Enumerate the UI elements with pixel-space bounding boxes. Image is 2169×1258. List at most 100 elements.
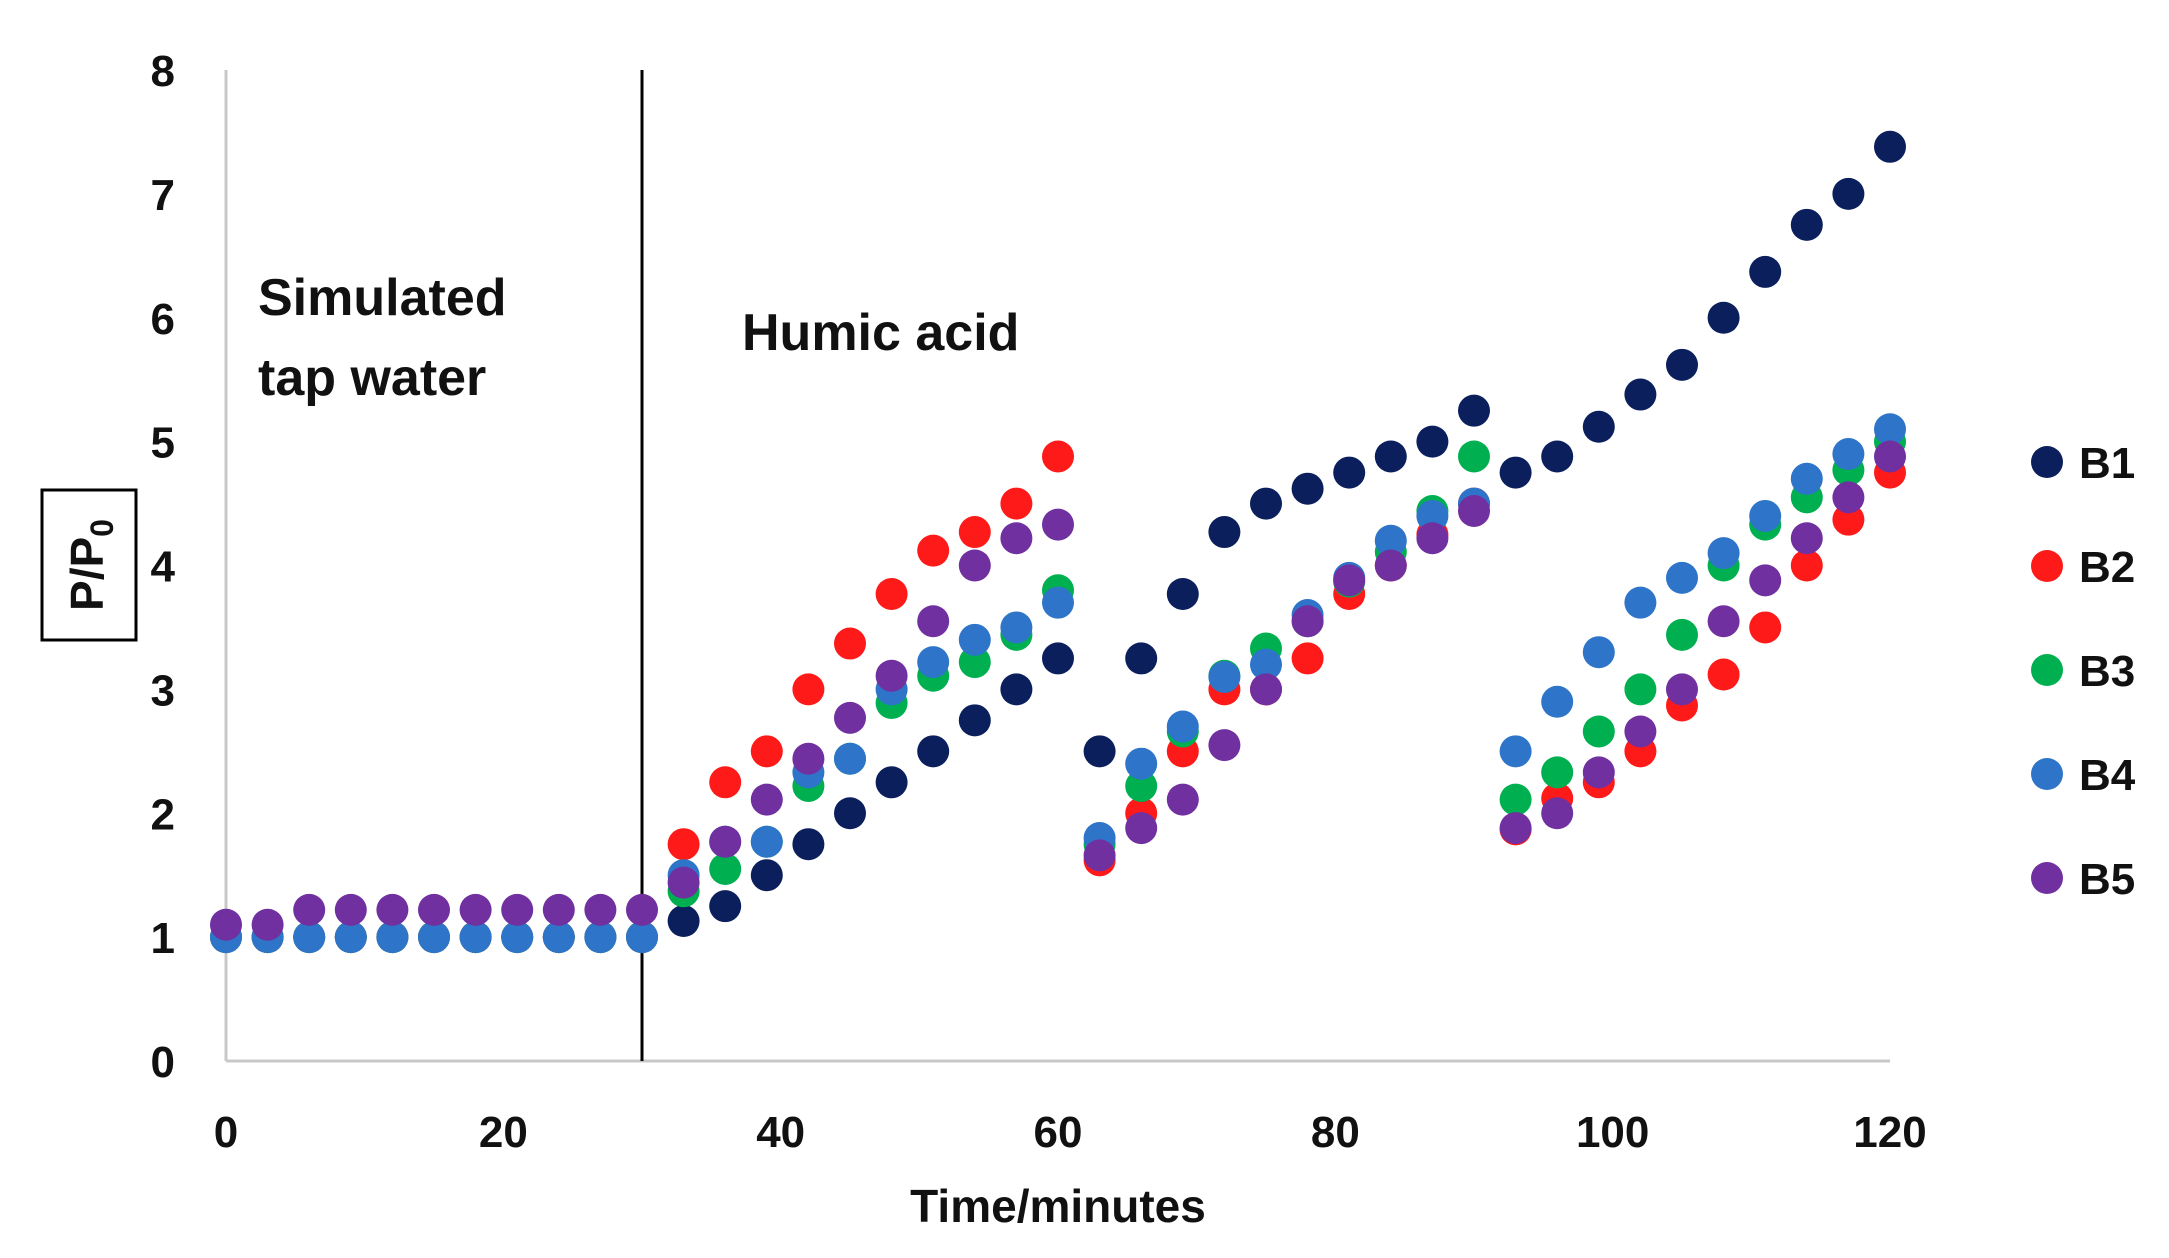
y-axis-label-main: P/P [61, 537, 113, 611]
data-point-b2 [875, 577, 908, 610]
data-point-b2 [958, 516, 991, 549]
data-point-b5 [501, 893, 534, 926]
data-point-b5 [1541, 797, 1574, 830]
data-point-b5 [293, 893, 326, 926]
series-b5 [210, 440, 1906, 941]
data-point-b1 [1624, 378, 1657, 411]
data-point-b5 [1000, 522, 1033, 555]
data-point-b5 [1458, 494, 1490, 527]
data-point-b5 [542, 893, 575, 926]
data-point-b1 [1208, 516, 1241, 549]
data-point-b5 [1666, 673, 1698, 706]
data-point-b4 [1208, 660, 1241, 693]
data-point-b2 [1000, 487, 1033, 520]
data-point-b4 [1666, 561, 1698, 594]
data-point-b5 [1790, 522, 1823, 555]
data-point-b4 [1874, 413, 1906, 446]
data-point-b2 [709, 766, 742, 799]
data-point-b3 [958, 646, 991, 679]
data-point-b5 [1749, 564, 1782, 597]
data-point-b1 [1541, 440, 1574, 473]
data-point-b1 [1832, 177, 1865, 210]
y-tick-label: 1 [151, 914, 175, 963]
data-point-b4 [1499, 735, 1532, 768]
x-tick-label: 100 [1576, 1108, 1649, 1157]
data-point-b1 [1582, 410, 1615, 443]
data-point-b1 [1042, 642, 1074, 675]
data-point-b4 [1000, 611, 1033, 644]
data-point-b3 [1541, 756, 1574, 789]
data-point-b1 [1707, 301, 1740, 334]
data-point-b4 [1125, 747, 1158, 780]
x-tick-label: 40 [756, 1108, 805, 1157]
legend-marker-b4 [2031, 758, 2063, 790]
data-point-b5 [1042, 508, 1074, 541]
legend-label: B4 [2079, 751, 2136, 800]
data-point-b5 [1250, 673, 1282, 706]
data-point-b3 [1499, 783, 1532, 816]
data-point-b5 [334, 893, 367, 926]
data-point-b1 [1083, 735, 1116, 768]
legend-label: B1 [2079, 439, 2135, 488]
data-point-b5 [1166, 783, 1199, 816]
data-point-b4 [1374, 524, 1407, 557]
data-point-b2 [1790, 549, 1823, 582]
data-point-b1 [1374, 440, 1407, 473]
data-point-b5 [709, 825, 742, 858]
data-point-b4 [1749, 499, 1782, 532]
legend-marker-b2 [2031, 550, 2063, 582]
data-point-b4 [334, 921, 367, 954]
data-point-b4 [459, 921, 492, 954]
data-point-b4 [376, 921, 409, 954]
data-point-b4 [1832, 438, 1865, 471]
data-point-b1 [958, 704, 991, 737]
data-point-b5 [1374, 549, 1407, 582]
data-point-b1 [1166, 577, 1199, 610]
data-point-b4 [584, 921, 617, 954]
data-point-b1 [834, 797, 866, 830]
data-point-b1 [917, 735, 950, 768]
legend-item-b1: B1 [2031, 439, 2135, 488]
data-point-b1 [709, 890, 742, 923]
data-point-b4 [1582, 636, 1615, 669]
data-point-b1 [1250, 487, 1282, 520]
x-tick-labels: 0 20 40 60 80 100 120 [214, 1108, 1927, 1157]
data-point-b5 [1083, 839, 1116, 872]
data-point-b4 [834, 742, 866, 775]
y-tick-labels: 0 1 2 3 4 5 6 7 8 [151, 47, 176, 1087]
legend-item-b3: B3 [2031, 647, 2135, 696]
data-point-b1 [1666, 348, 1698, 381]
data-point-b5 [875, 659, 908, 692]
data-point-b1 [792, 828, 825, 861]
data-point-b2 [834, 627, 866, 660]
scatter-series [210, 130, 1906, 954]
data-point-b1 [875, 766, 908, 799]
data-point-b5 [459, 893, 492, 926]
data-point-b1 [1458, 394, 1490, 427]
data-point-b3 [1624, 673, 1657, 706]
data-point-b4 [418, 921, 450, 954]
data-point-b4 [917, 646, 950, 679]
x-tick-label: 0 [214, 1108, 238, 1157]
data-point-b1 [1000, 673, 1033, 706]
y-tick-label: 2 [151, 790, 175, 839]
data-point-b4 [626, 921, 658, 954]
y-tick-label: 4 [151, 543, 176, 592]
data-point-b4 [1416, 499, 1449, 532]
data-point-b5 [1208, 729, 1241, 762]
legend: B1 B2 B3 B4 B5 [2031, 439, 2136, 904]
data-point-b4 [1166, 710, 1199, 743]
legend-item-b5: B5 [2031, 855, 2135, 904]
data-point-b5 [958, 549, 991, 582]
data-point-b3 [709, 852, 742, 885]
x-tick-label: 120 [1853, 1108, 1926, 1157]
data-point-b2 [792, 673, 825, 706]
data-point-b4 [958, 623, 991, 656]
y-tick-label: 7 [151, 171, 175, 220]
data-point-b2 [1042, 440, 1074, 473]
data-point-b4 [1250, 648, 1282, 681]
data-point-b5 [917, 605, 950, 638]
x-tick-label: 80 [1311, 1108, 1360, 1157]
data-point-b5 [1624, 715, 1657, 748]
data-point-b5 [792, 742, 825, 775]
